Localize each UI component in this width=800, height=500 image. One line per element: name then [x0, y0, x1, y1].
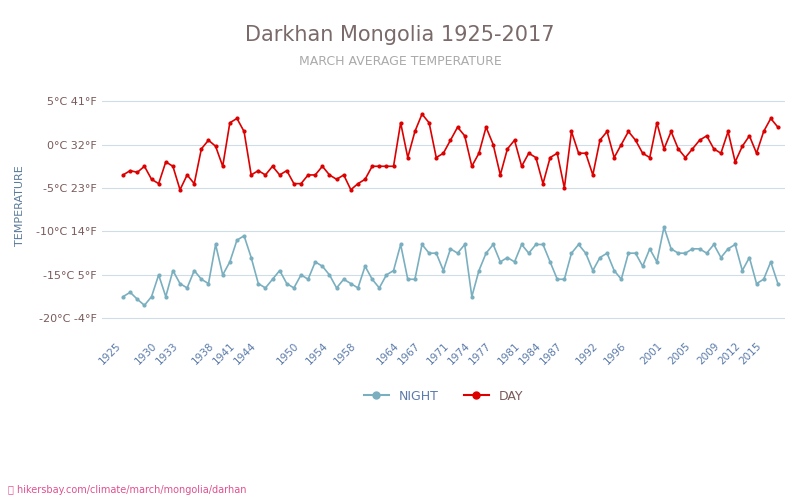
Text: Darkhan Mongolia 1925-2017: Darkhan Mongolia 1925-2017 [246, 25, 554, 45]
Text: 📍 hikersbay.com/climate/march/mongolia/darhan: 📍 hikersbay.com/climate/march/mongolia/d… [8, 485, 246, 495]
Legend: NIGHT, DAY: NIGHT, DAY [358, 384, 528, 407]
Y-axis label: TEMPERATURE: TEMPERATURE [15, 165, 25, 246]
Text: MARCH AVERAGE TEMPERATURE: MARCH AVERAGE TEMPERATURE [298, 55, 502, 68]
